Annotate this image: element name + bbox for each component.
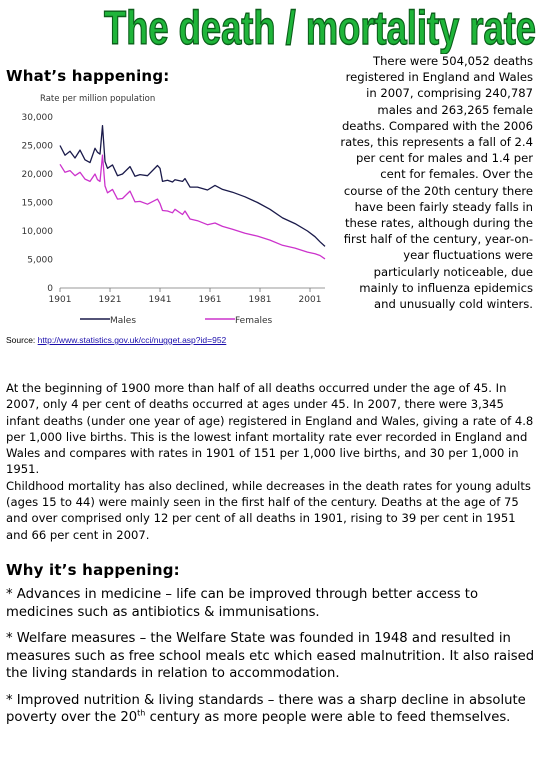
reason-superscript: th bbox=[137, 708, 146, 718]
x-tick-label: 1921 bbox=[99, 295, 122, 305]
reason-item: * Advances in medicine – life can be imp… bbox=[6, 587, 479, 620]
x-tick-label: 1961 bbox=[199, 295, 222, 305]
source-link[interactable]: http://www.statistics.gov.uk/cci/nugget.… bbox=[37, 335, 227, 345]
reasons-list: * Advances in medicine – life can be imp… bbox=[6, 586, 536, 736]
x-tick-label: 1941 bbox=[149, 295, 172, 305]
y-tick-label: 25,000 bbox=[22, 142, 54, 152]
details-text: At the beginning of 1900 more than half … bbox=[6, 380, 534, 543]
y-tick-label: 0 bbox=[47, 284, 53, 294]
series-line-females bbox=[59, 154, 326, 260]
source-label: Source: bbox=[6, 335, 36, 345]
x-tick-label: 2001 bbox=[299, 295, 322, 305]
legend-label-males: Males bbox=[110, 316, 136, 326]
page-title: The death / mortality rate bbox=[104, 1, 536, 54]
summary-text: There were 504,052 deaths registered in … bbox=[340, 54, 533, 312]
death-rate-chart: Rate per million population 30,000 25,000… bbox=[22, 94, 326, 326]
y-tick-label: 20,000 bbox=[22, 170, 54, 180]
y-tick-label: 30,000 bbox=[22, 113, 54, 123]
reason-text: century as more people were able to feed… bbox=[145, 710, 511, 725]
page-title-graphic: The death / mortality rate bbox=[103, 0, 536, 54]
reason-item: * Welfare measures – the Welfare State w… bbox=[6, 631, 535, 681]
reason-item: * Improved nutrition & living standards … bbox=[6, 692, 536, 727]
chart-source: Source: http://www.statistics.gov.uk/cci… bbox=[6, 335, 226, 345]
details-paragraph: At the beginning of 1900 more than half … bbox=[6, 381, 534, 477]
legend-label-females: Females bbox=[235, 316, 273, 326]
section-heading-whats-happening: What’s happening: bbox=[6, 67, 170, 85]
details-paragraph: Childhood mortality has also declined, w… bbox=[6, 478, 531, 542]
y-tick-label: 15,000 bbox=[22, 199, 54, 209]
reason-text: * Improved nutrition & living standards … bbox=[6, 692, 526, 726]
chart-ylabel: Rate per million population bbox=[40, 94, 155, 104]
section-heading-why: Why it’s happening: bbox=[6, 561, 180, 579]
series-line-males bbox=[59, 124, 326, 247]
y-tick-label: 5,000 bbox=[27, 256, 53, 266]
x-tick-label: 1901 bbox=[49, 295, 72, 305]
y-tick-label: 10,000 bbox=[22, 227, 54, 237]
x-tick-label: 1981 bbox=[249, 295, 272, 305]
